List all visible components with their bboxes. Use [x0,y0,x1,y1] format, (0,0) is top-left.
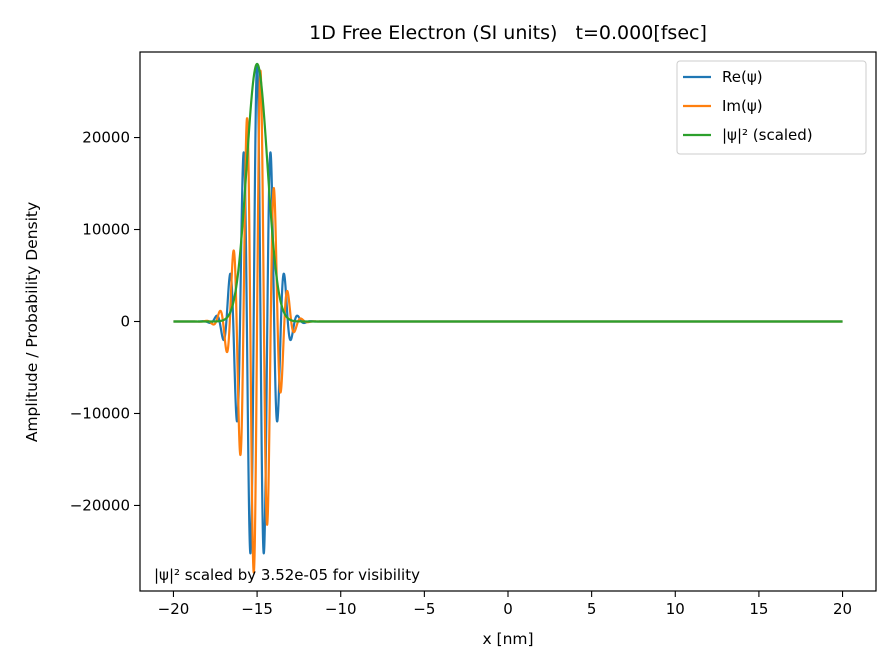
legend-label: Re(ψ) [722,68,763,86]
scale-annotation: |ψ|² scaled by 3.52e-05 for visibility [154,566,420,584]
legend-frame [676,60,867,155]
legend-label: Im(ψ) [722,97,763,115]
x-tick-label: 10 [666,600,685,618]
legend-label: |ψ|² (scaled) [722,126,813,144]
x-axis-label: x [nm] [482,630,533,648]
y-tick-label: 10000 [82,221,130,239]
series-layer [172,62,844,574]
x-tick-label: −20 [158,600,190,618]
chart-title: 1D Free Electron (SI units) t=0.000[fsec… [309,22,707,44]
x-tick-label: 15 [749,600,768,618]
series-line-abs2-psi [172,62,844,323]
x-tick-label: 20 [833,600,852,618]
x-tick-label: −10 [325,600,357,618]
y-tick-label: 20000 [82,129,130,147]
y-tick-label: 0 [120,313,130,331]
x-tick-label: −15 [241,600,273,618]
y-tick-label: −10000 [70,404,130,422]
x-tick-label: 5 [587,600,597,618]
y-tick-label: −20000 [70,496,130,514]
y-axis: −20000 −10000 0 10000 20000 [70,129,140,514]
x-axis: −20 −15 −10 −5 0 5 10 15 20 [158,591,852,618]
y-axis-label: Amplitude / Probability Density [23,202,41,442]
x-tick-label: −5 [413,600,435,618]
x-tick-label: 0 [503,600,513,618]
legend: Re(ψ) Im(ψ) |ψ|² (scaled) [676,60,867,155]
